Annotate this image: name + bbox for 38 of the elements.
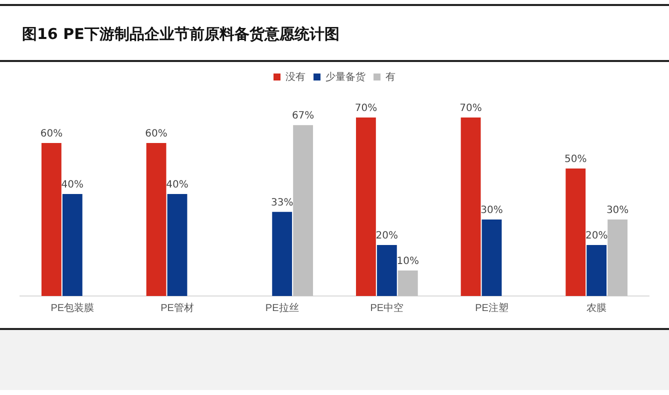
data-label: 10%	[396, 256, 419, 268]
bar	[460, 118, 481, 296]
x-tick-label: PE包装膜	[50, 302, 94, 314]
data-label: 60%	[145, 128, 168, 140]
bar	[146, 143, 166, 296]
data-label: 50%	[564, 154, 587, 166]
bar	[62, 194, 82, 296]
data-label: 30%	[606, 205, 629, 216]
bar	[398, 270, 418, 296]
bar	[566, 168, 586, 296]
data-label: 40%	[61, 180, 84, 191]
data-label: 20%	[376, 230, 398, 242]
bar	[608, 220, 628, 296]
x-tick-label: 农膜	[586, 302, 607, 314]
bar	[586, 245, 607, 296]
x-tick-label: PE管材	[160, 302, 194, 314]
data-label: 70%	[460, 103, 482, 114]
bar	[376, 245, 397, 296]
data-label: 40%	[166, 180, 188, 191]
bar	[167, 194, 188, 296]
legend-label: 有	[386, 70, 396, 83]
x-tick-label: PE中空	[370, 302, 404, 314]
data-label: 60%	[40, 128, 63, 140]
legend-label: 没有	[286, 70, 306, 83]
data-label: 67%	[292, 110, 314, 122]
bar	[293, 125, 314, 296]
bar	[356, 118, 376, 296]
x-tick-label: PE拉丝	[265, 302, 299, 314]
data-label: 30%	[480, 205, 503, 216]
data-label: 70%	[354, 103, 378, 114]
x-tick-label: PE注塑	[475, 302, 508, 314]
bar	[272, 212, 292, 296]
data-label: 33%	[270, 197, 294, 208]
legend-label: 少量备货	[326, 70, 366, 83]
chart-title: 图16 PE下游制品企业节前原料备货意愿统计图	[0, 4, 669, 62]
data-label: 20%	[585, 230, 608, 242]
bar	[482, 220, 502, 296]
bar	[41, 143, 62, 296]
